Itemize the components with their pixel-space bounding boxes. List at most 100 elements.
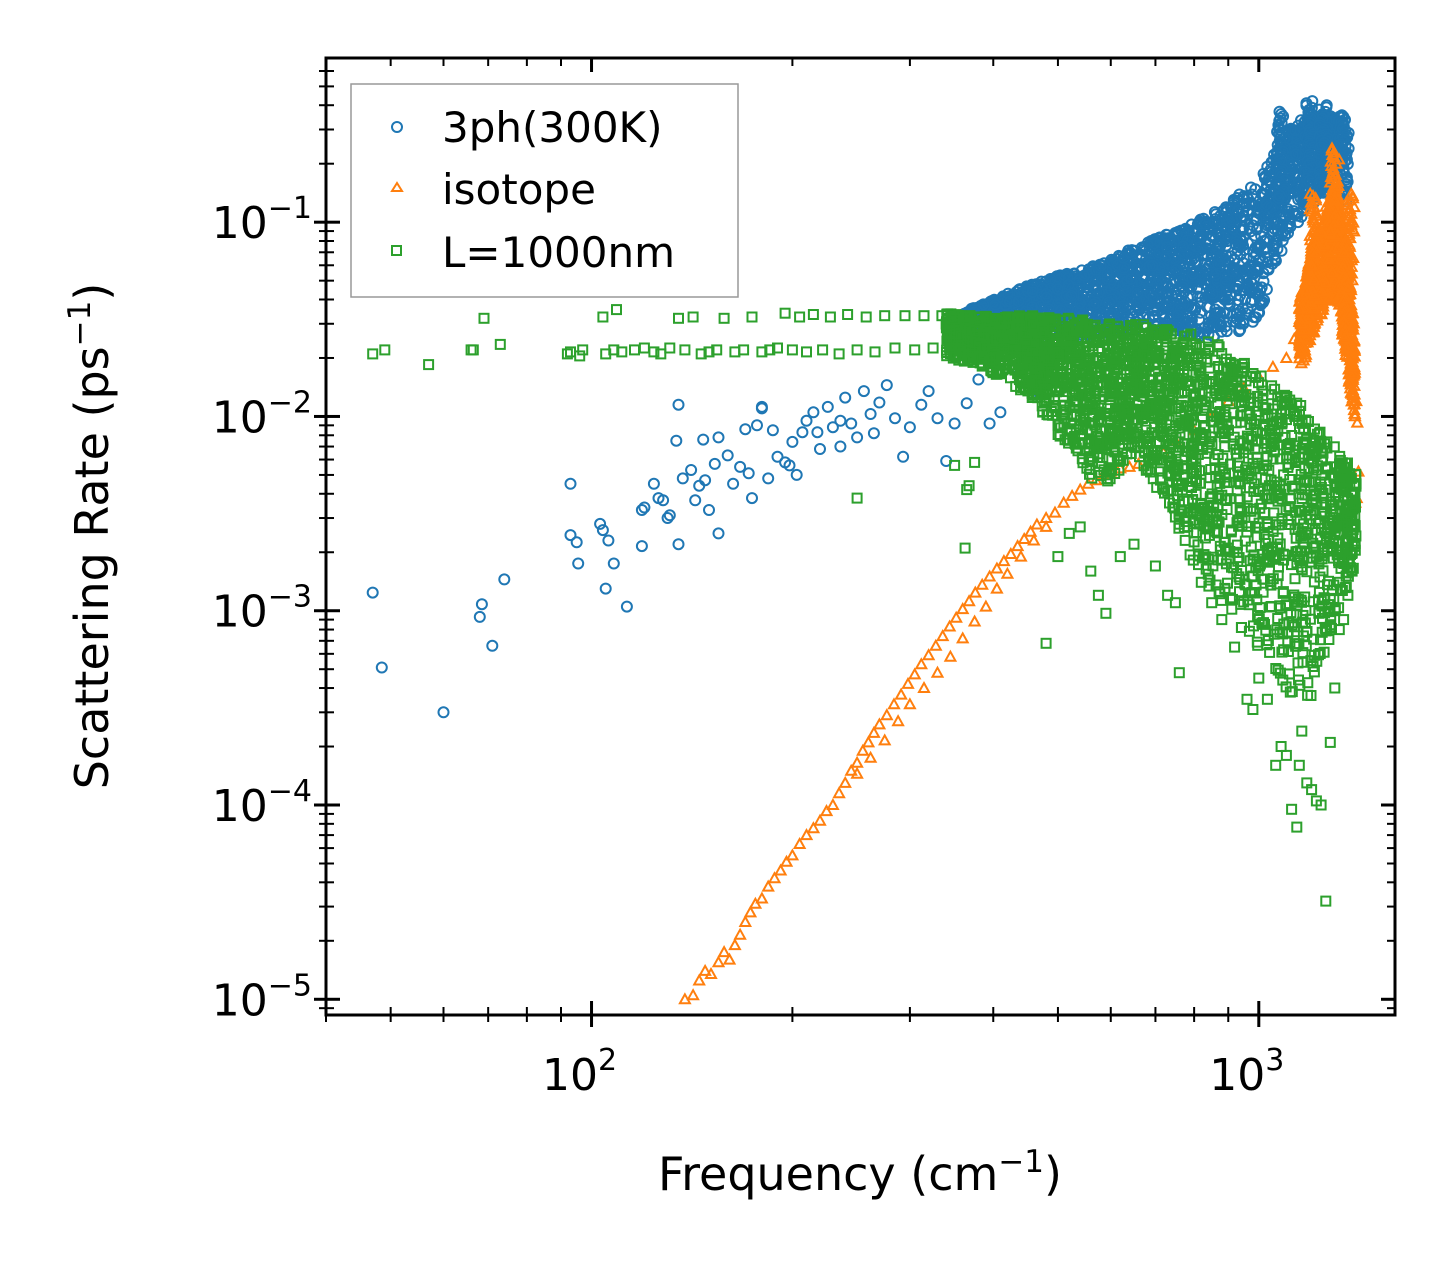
data-point xyxy=(1278,212,1291,225)
data-point xyxy=(1151,278,1164,291)
data-point xyxy=(819,804,834,817)
data-point xyxy=(1281,222,1294,235)
data-point xyxy=(779,854,794,867)
data-point xyxy=(1090,296,1103,309)
data-point xyxy=(676,472,689,485)
data-point xyxy=(602,534,615,547)
data-point xyxy=(738,914,752,927)
data-point xyxy=(697,433,710,446)
data-point xyxy=(936,629,950,642)
data-point xyxy=(807,406,820,419)
data-point xyxy=(880,708,894,721)
data-point xyxy=(1051,283,1064,296)
data-point xyxy=(956,631,970,644)
data-point xyxy=(1160,241,1173,253)
data-point xyxy=(1202,328,1215,341)
data-point xyxy=(1226,310,1239,322)
data-point xyxy=(670,434,683,447)
data-point xyxy=(880,379,893,392)
data-point xyxy=(1160,228,1173,241)
data-point xyxy=(1014,549,1028,562)
data-point xyxy=(960,397,973,410)
data-point xyxy=(894,687,908,700)
data-point xyxy=(689,494,702,507)
data-point xyxy=(762,472,775,485)
data-point xyxy=(1291,132,1304,145)
data-point xyxy=(1234,317,1247,330)
data-point xyxy=(375,661,388,674)
data-point xyxy=(635,540,648,553)
data-point xyxy=(661,512,674,524)
data-point xyxy=(790,468,803,481)
data-point xyxy=(564,477,577,490)
data-point xyxy=(1289,124,1301,137)
data-point xyxy=(498,573,511,586)
data-point xyxy=(989,298,1002,311)
data-point xyxy=(1048,505,1062,518)
data-point xyxy=(1152,293,1165,306)
data-point xyxy=(792,836,807,849)
data-point xyxy=(1219,276,1232,289)
data-point xyxy=(1262,209,1275,222)
data-point xyxy=(994,406,1007,419)
data-point xyxy=(800,414,813,427)
data-point xyxy=(1050,270,1063,283)
data-point xyxy=(1239,215,1252,228)
data-point xyxy=(564,529,577,542)
data-point xyxy=(1209,268,1222,281)
data-point xyxy=(1279,350,1294,363)
data-point xyxy=(977,298,990,311)
data-point xyxy=(821,400,834,413)
data-point xyxy=(599,582,612,595)
data-point xyxy=(1289,207,1302,220)
data-point xyxy=(1002,287,1014,300)
data-point xyxy=(1172,309,1185,322)
data-point xyxy=(1065,289,1078,302)
data-point xyxy=(948,417,961,430)
data-point xyxy=(832,786,846,799)
data-point xyxy=(1266,359,1280,372)
data-point xyxy=(1040,291,1053,304)
data-point xyxy=(607,557,620,570)
data-point xyxy=(1107,278,1120,291)
data-point xyxy=(929,638,943,651)
data-point xyxy=(692,973,706,986)
data-point xyxy=(917,680,931,693)
data-point xyxy=(1237,257,1250,269)
data-point xyxy=(1194,269,1207,282)
data-point xyxy=(721,449,734,462)
data-point xyxy=(1230,238,1242,251)
data-point xyxy=(1162,299,1175,312)
data-point xyxy=(638,501,651,514)
data-point xyxy=(891,714,905,727)
data-point xyxy=(1182,316,1195,329)
data-point xyxy=(1260,198,1273,211)
data-point xyxy=(785,848,800,861)
data-point xyxy=(1060,290,1073,303)
data-point xyxy=(1281,205,1294,218)
data-point xyxy=(686,988,700,1001)
data-point xyxy=(826,797,840,810)
data-point xyxy=(1148,237,1161,250)
data-point xyxy=(699,474,712,487)
data-point xyxy=(949,610,963,623)
data-point xyxy=(1170,263,1183,276)
data-point xyxy=(861,735,876,748)
data-point xyxy=(878,733,892,746)
data-point xyxy=(967,614,982,627)
data-point xyxy=(755,400,768,413)
data-point xyxy=(672,538,685,551)
data-point xyxy=(1189,255,1201,268)
data-point xyxy=(796,426,809,439)
data-point xyxy=(1174,303,1187,316)
data-point xyxy=(943,649,958,662)
data-point xyxy=(1233,188,1246,201)
data-point xyxy=(872,717,887,730)
data-point xyxy=(1150,234,1163,247)
data-point xyxy=(1248,262,1261,275)
data-point xyxy=(1241,204,1254,217)
data-point xyxy=(486,639,499,652)
data-point xyxy=(1111,259,1124,272)
data-point xyxy=(908,667,922,680)
